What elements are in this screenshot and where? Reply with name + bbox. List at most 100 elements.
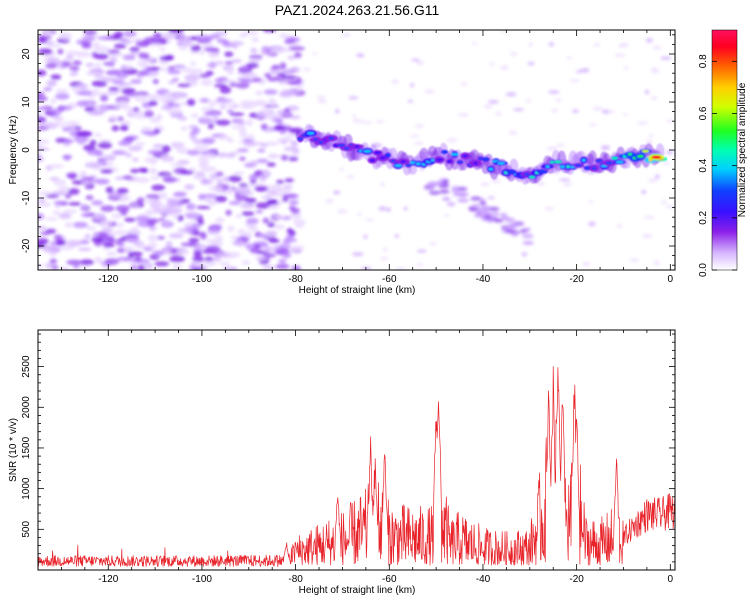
noise-cell: [123, 136, 136, 142]
noise-cell: [264, 246, 272, 253]
noise-cell: [161, 99, 169, 106]
noise-cell: [213, 61, 225, 65]
noise-cell: [215, 235, 224, 242]
noise-cell: [263, 89, 278, 95]
noise-cell: [267, 76, 281, 82]
noise-cell: [342, 32, 351, 38]
signal-peak: [394, 164, 402, 168]
noise-cell: [457, 112, 470, 117]
noise-cell: [50, 74, 62, 80]
noise-cell: [105, 186, 114, 194]
snr-y-tick-label: 2500: [21, 355, 32, 378]
noise-cell: [267, 205, 279, 210]
noise-cell: [294, 222, 305, 229]
signal-peak: [611, 156, 618, 160]
noise-cell: [172, 64, 186, 69]
noise-cell: [38, 201, 52, 208]
noise-cell: [186, 98, 196, 106]
noise-cell: [335, 108, 340, 114]
noise-cell: [39, 231, 51, 236]
noise-cell: [158, 192, 168, 200]
signal-peak: [605, 161, 614, 165]
noise-cell: [225, 152, 236, 158]
noise-cell: [508, 222, 521, 228]
noise-cell: [572, 109, 579, 113]
noise-cell: [472, 41, 477, 45]
noise-cell: [122, 106, 135, 111]
noise-cell: [403, 206, 408, 211]
noise-cell: [183, 222, 194, 228]
signal-peak: [641, 149, 650, 153]
noise-cell: [77, 83, 87, 89]
noise-cell: [190, 61, 197, 66]
noise-cell: [317, 99, 328, 104]
noise-cell: [225, 104, 240, 108]
noise-cell: [249, 223, 257, 230]
noise-cell: [177, 228, 192, 233]
noise-cell: [158, 217, 165, 222]
noise-cell: [180, 126, 188, 131]
noise-cell: [46, 80, 58, 87]
noise-cell: [98, 231, 109, 239]
noise-cell: [147, 234, 159, 242]
noise-cell: [641, 189, 647, 195]
noise-cell: [201, 115, 210, 120]
noise-cell: [490, 62, 495, 67]
noise-cell: [442, 196, 451, 202]
noise-cell: [114, 176, 126, 181]
signal-peak: [538, 170, 547, 174]
noise-cell: [337, 209, 348, 214]
spectrogram-y-tick-label: 20: [21, 48, 32, 60]
noise-cell: [312, 52, 317, 56]
noise-cell: [200, 79, 213, 86]
noise-cell: [215, 119, 231, 126]
noise-cell: [38, 69, 47, 77]
noise-cell: [79, 239, 90, 245]
noise-cell: [273, 214, 287, 219]
signal-peak: [374, 151, 382, 155]
noise-cell: [166, 209, 183, 214]
noise-cell: [257, 148, 266, 153]
noise-cell: [53, 116, 65, 121]
noise-cell: [251, 77, 262, 83]
signal-peak: [462, 154, 468, 158]
noise-cell: [167, 69, 182, 75]
noise-cell: [48, 164, 65, 169]
noise-cell: [616, 223, 623, 229]
signal-peak: [627, 152, 633, 156]
noise-cell: [185, 203, 196, 211]
noise-cell: [237, 228, 246, 236]
signal-peak: [344, 147, 350, 150]
noise-cell: [207, 50, 220, 59]
noise-cell: [505, 92, 517, 97]
noise-cell: [278, 33, 289, 39]
noise-cell: [411, 58, 420, 62]
noise-cell: [44, 40, 55, 45]
noise-cell: [114, 31, 124, 38]
noise-cell: [108, 87, 120, 91]
noise-cell: [248, 174, 258, 181]
noise-cell: [192, 174, 207, 181]
snr-y-axis-label: SNR (10 * v/v): [8, 418, 19, 482]
noise-cell: [169, 255, 185, 263]
noise-cell: [178, 45, 188, 51]
noise-cell: [293, 52, 302, 59]
noise-cell: [224, 61, 234, 65]
noise-cell: [642, 233, 653, 239]
noise-cell: [38, 106, 47, 111]
snr-x-tick-label: -40: [476, 574, 491, 585]
noise-cell: [161, 145, 171, 153]
noise-cell: [283, 107, 291, 113]
noise-cell: [479, 201, 487, 206]
noise-cell: [569, 78, 580, 82]
noise-cell: [394, 234, 399, 238]
noise-cell: [471, 203, 480, 209]
noise-cell: [135, 243, 146, 250]
snr-x-tick-label: -20: [569, 574, 584, 585]
noise-cell: [407, 99, 414, 103]
noise-cell: [92, 41, 101, 49]
noise-cell: [246, 73, 259, 79]
noise-cell: [193, 244, 207, 250]
noise-cell: [45, 262, 54, 269]
noise-cell: [45, 217, 58, 221]
